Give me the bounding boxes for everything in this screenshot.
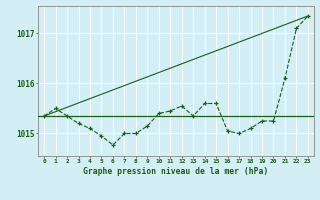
X-axis label: Graphe pression niveau de la mer (hPa): Graphe pression niveau de la mer (hPa): [84, 167, 268, 176]
